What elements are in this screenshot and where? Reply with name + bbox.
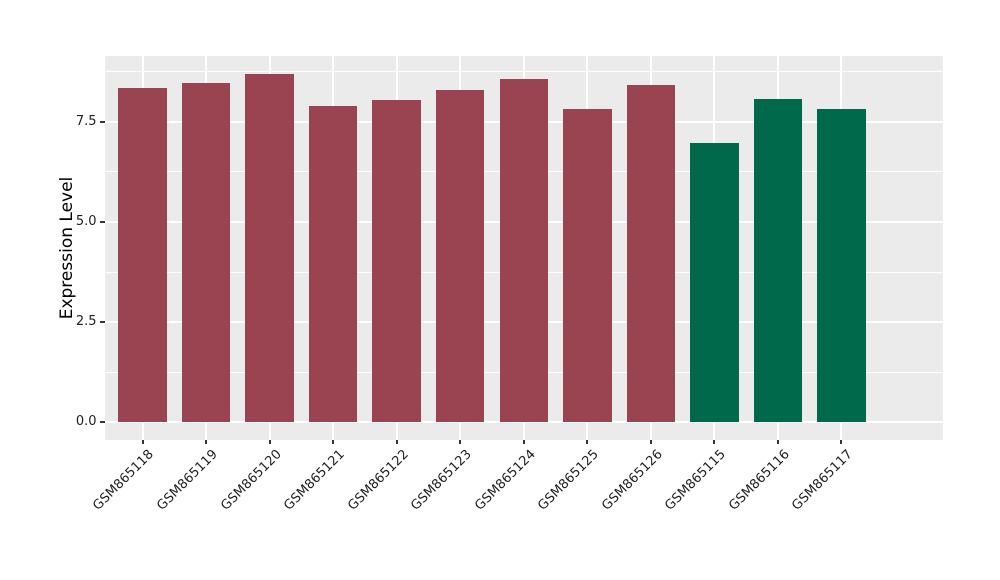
x-tick-mark <box>268 440 271 444</box>
x-tick-mark <box>713 440 716 444</box>
bar-GSM865126 <box>626 85 676 423</box>
bar-GSM865116 <box>753 99 803 423</box>
bar-GSM865122 <box>372 99 421 423</box>
bar-GSM865124 <box>499 79 548 423</box>
x-tick-mark <box>649 440 652 444</box>
x-tick-mark <box>840 440 843 444</box>
x-tick-label-GSM865122: GSM865122 <box>344 447 412 514</box>
y-tick-label-0.0: 0.0 <box>75 414 97 430</box>
x-tick-mark <box>776 440 779 444</box>
x-tick-label-GSM865116: GSM865116 <box>725 447 793 514</box>
y-tick-label-7.5: 7.5 <box>75 113 97 129</box>
x-tick-mark <box>395 440 398 444</box>
bar-GSM865125 <box>563 109 612 423</box>
x-tick-label-GSM865119: GSM865119 <box>154 447 221 514</box>
y-tick-mark <box>100 421 105 424</box>
x-tick-label-GSM865123: GSM865123 <box>408 447 475 514</box>
x-tick-mark <box>205 440 208 444</box>
bar-GSM865118 <box>118 88 167 423</box>
x-tick-mark <box>522 440 525 444</box>
y-tick-mark <box>100 220 105 223</box>
bar-GSM865119 <box>181 82 231 423</box>
y-axis-title: Expression Level <box>57 176 77 320</box>
x-tick-label-GSM865115: GSM865115 <box>662 447 729 514</box>
x-tick-label-GSM865124: GSM865124 <box>471 447 539 514</box>
x-tick-mark <box>332 440 335 444</box>
x-tick-label-GSM865117: GSM865117 <box>789 447 856 514</box>
x-tick-mark <box>459 440 462 444</box>
bar-GSM865115 <box>690 142 739 423</box>
x-tick-label-GSM865118: GSM865118 <box>90 447 158 514</box>
bar-GSM865117 <box>817 108 866 423</box>
x-tick-mark <box>141 440 144 444</box>
x-tick-label-GSM865120: GSM865120 <box>217 447 285 514</box>
bar-GSM865121 <box>308 106 358 423</box>
x-tick-label-GSM865126: GSM865126 <box>598 447 666 514</box>
x-tick-mark <box>586 440 589 444</box>
y-tick-label-2.5: 2.5 <box>75 314 97 330</box>
y-tick-mark <box>100 120 105 123</box>
bar-GSM865123 <box>435 90 485 423</box>
y-tick-label-5.0: 5.0 <box>75 213 97 229</box>
x-tick-label-GSM865125: GSM865125 <box>535 447 602 514</box>
x-tick-label-GSM865121: GSM865121 <box>281 447 348 514</box>
bar-GSM865120 <box>245 74 294 423</box>
y-tick-mark <box>100 321 105 324</box>
